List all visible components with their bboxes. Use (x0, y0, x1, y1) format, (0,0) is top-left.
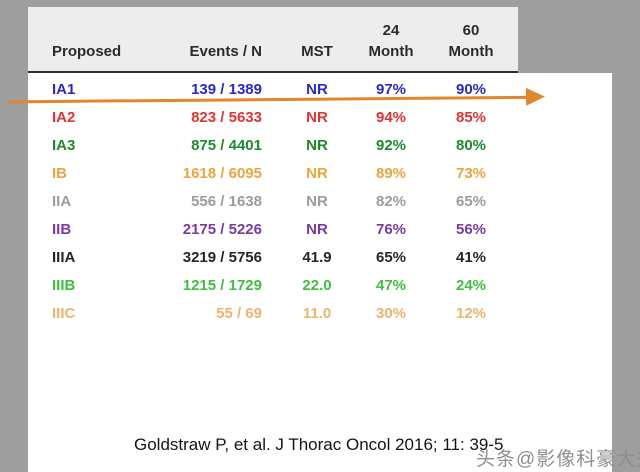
table-row-iib: IIB 2175 / 5226 NR 76% 56% (28, 215, 518, 243)
events-n-value: 139 / 1389 (191, 80, 262, 98)
24-month-value: 30% (375, 304, 407, 322)
citation-text: Goldstraw P, et al. J Thorac Oncol 2016;… (134, 435, 504, 454)
mst-value: 11.0 (302, 304, 332, 322)
events-n-value: 556 / 1638 (191, 192, 262, 210)
mst-value: NR (306, 108, 328, 126)
mst-value: NR (306, 136, 328, 154)
table-row-ia3: IA3 875 / 4401 NR 92% 80% (28, 131, 518, 159)
60-month-value: 12% (455, 304, 487, 322)
table-row-iia: IIA 556 / 1638 NR 82% 65% (28, 187, 518, 215)
mst-value: NR (306, 192, 328, 210)
col-header-24-month: 24 Month (352, 20, 430, 64)
stage-label: IIA (52, 192, 72, 210)
60-month-value: 73% (455, 164, 487, 182)
mst-value: 41.9 (302, 248, 332, 266)
table-header: Proposed Events / N MST 24 Month 60 Mont… (28, 7, 518, 71)
stage-label: IB (52, 164, 67, 182)
table-row-ia1: IA1 139 / 1389 NR 97% 90% (28, 75, 518, 103)
col-header-events-n: Events / N (189, 43, 262, 61)
table-header-band (28, 7, 518, 73)
events-n-value: 3219 / 5756 (182, 248, 262, 266)
col-header-60-month: 60 Month (430, 20, 512, 64)
col-header-60-month-word: Month (448, 43, 494, 61)
24-month-value: 92% (375, 136, 407, 154)
mst-value: NR (306, 164, 328, 182)
col-header-60: 60 (462, 21, 480, 39)
stage-label: IA2 (52, 108, 76, 126)
table-row-iiic: IIIC 55 / 69 11.0 30% 12% (28, 299, 518, 327)
table-row-iiia: IIIA 3219 / 5756 41.9 65% 41% (28, 243, 518, 271)
60-month-value: 24% (455, 276, 487, 294)
24-month-value: 89% (375, 164, 407, 182)
table-row-ia2: IA2 823 / 5633 NR 94% 85% (28, 103, 518, 131)
table-row-ib: IB 1618 / 6095 NR 89% 73% (28, 159, 518, 187)
col-header-24: 24 (382, 21, 400, 39)
stage-label: IIIB (52, 276, 76, 294)
events-n-value: 55 / 69 (216, 304, 262, 322)
col-header-24-month-word: Month (368, 43, 414, 61)
mst-value: NR (306, 80, 328, 98)
60-month-value: 90% (455, 80, 487, 98)
events-n-value: 1618 / 6095 (182, 164, 262, 182)
slide-area: Proposed Events / N MST 24 Month 60 Mont… (8, 7, 640, 472)
col-header-proposed: Proposed (52, 43, 122, 61)
mst-value: NR (306, 220, 328, 238)
60-month-value: 85% (455, 108, 487, 126)
watermark-text: 头条@影像科豪大夫 (476, 449, 640, 470)
events-n-value: 2175 / 5226 (182, 220, 262, 238)
24-month-value: 97% (375, 80, 407, 98)
stage-label: IA1 (52, 80, 76, 98)
stage-label: IIB (52, 220, 72, 238)
stage-label: IIIA (52, 248, 76, 266)
60-month-value: 41% (455, 248, 487, 266)
mst-value: 22.0 (302, 276, 332, 294)
24-month-value: 82% (375, 192, 407, 210)
60-month-value: 80% (455, 136, 487, 154)
stage-label: IIIC (52, 304, 76, 322)
60-month-value: 65% (455, 192, 487, 210)
header-gray-notch (518, 7, 612, 73)
events-n-value: 823 / 5633 (191, 108, 262, 126)
stage-label: IA3 (52, 136, 76, 154)
24-month-value: 76% (375, 220, 407, 238)
24-month-value: 65% (375, 248, 407, 266)
24-month-value: 47% (375, 276, 407, 294)
arrow-head-icon (526, 88, 545, 106)
table-body: IA1 139 / 1389 NR 97% 90% IA2 823 / 5633… (28, 75, 518, 327)
col-header-mst: MST (301, 43, 333, 61)
24-month-value: 94% (375, 108, 407, 126)
events-n-value: 875 / 4401 (191, 136, 262, 154)
table-row-iiib: IIIB 1215 / 1729 22.0 47% 24% (28, 271, 518, 299)
events-n-value: 1215 / 1729 (182, 276, 262, 294)
60-month-value: 56% (455, 220, 487, 238)
